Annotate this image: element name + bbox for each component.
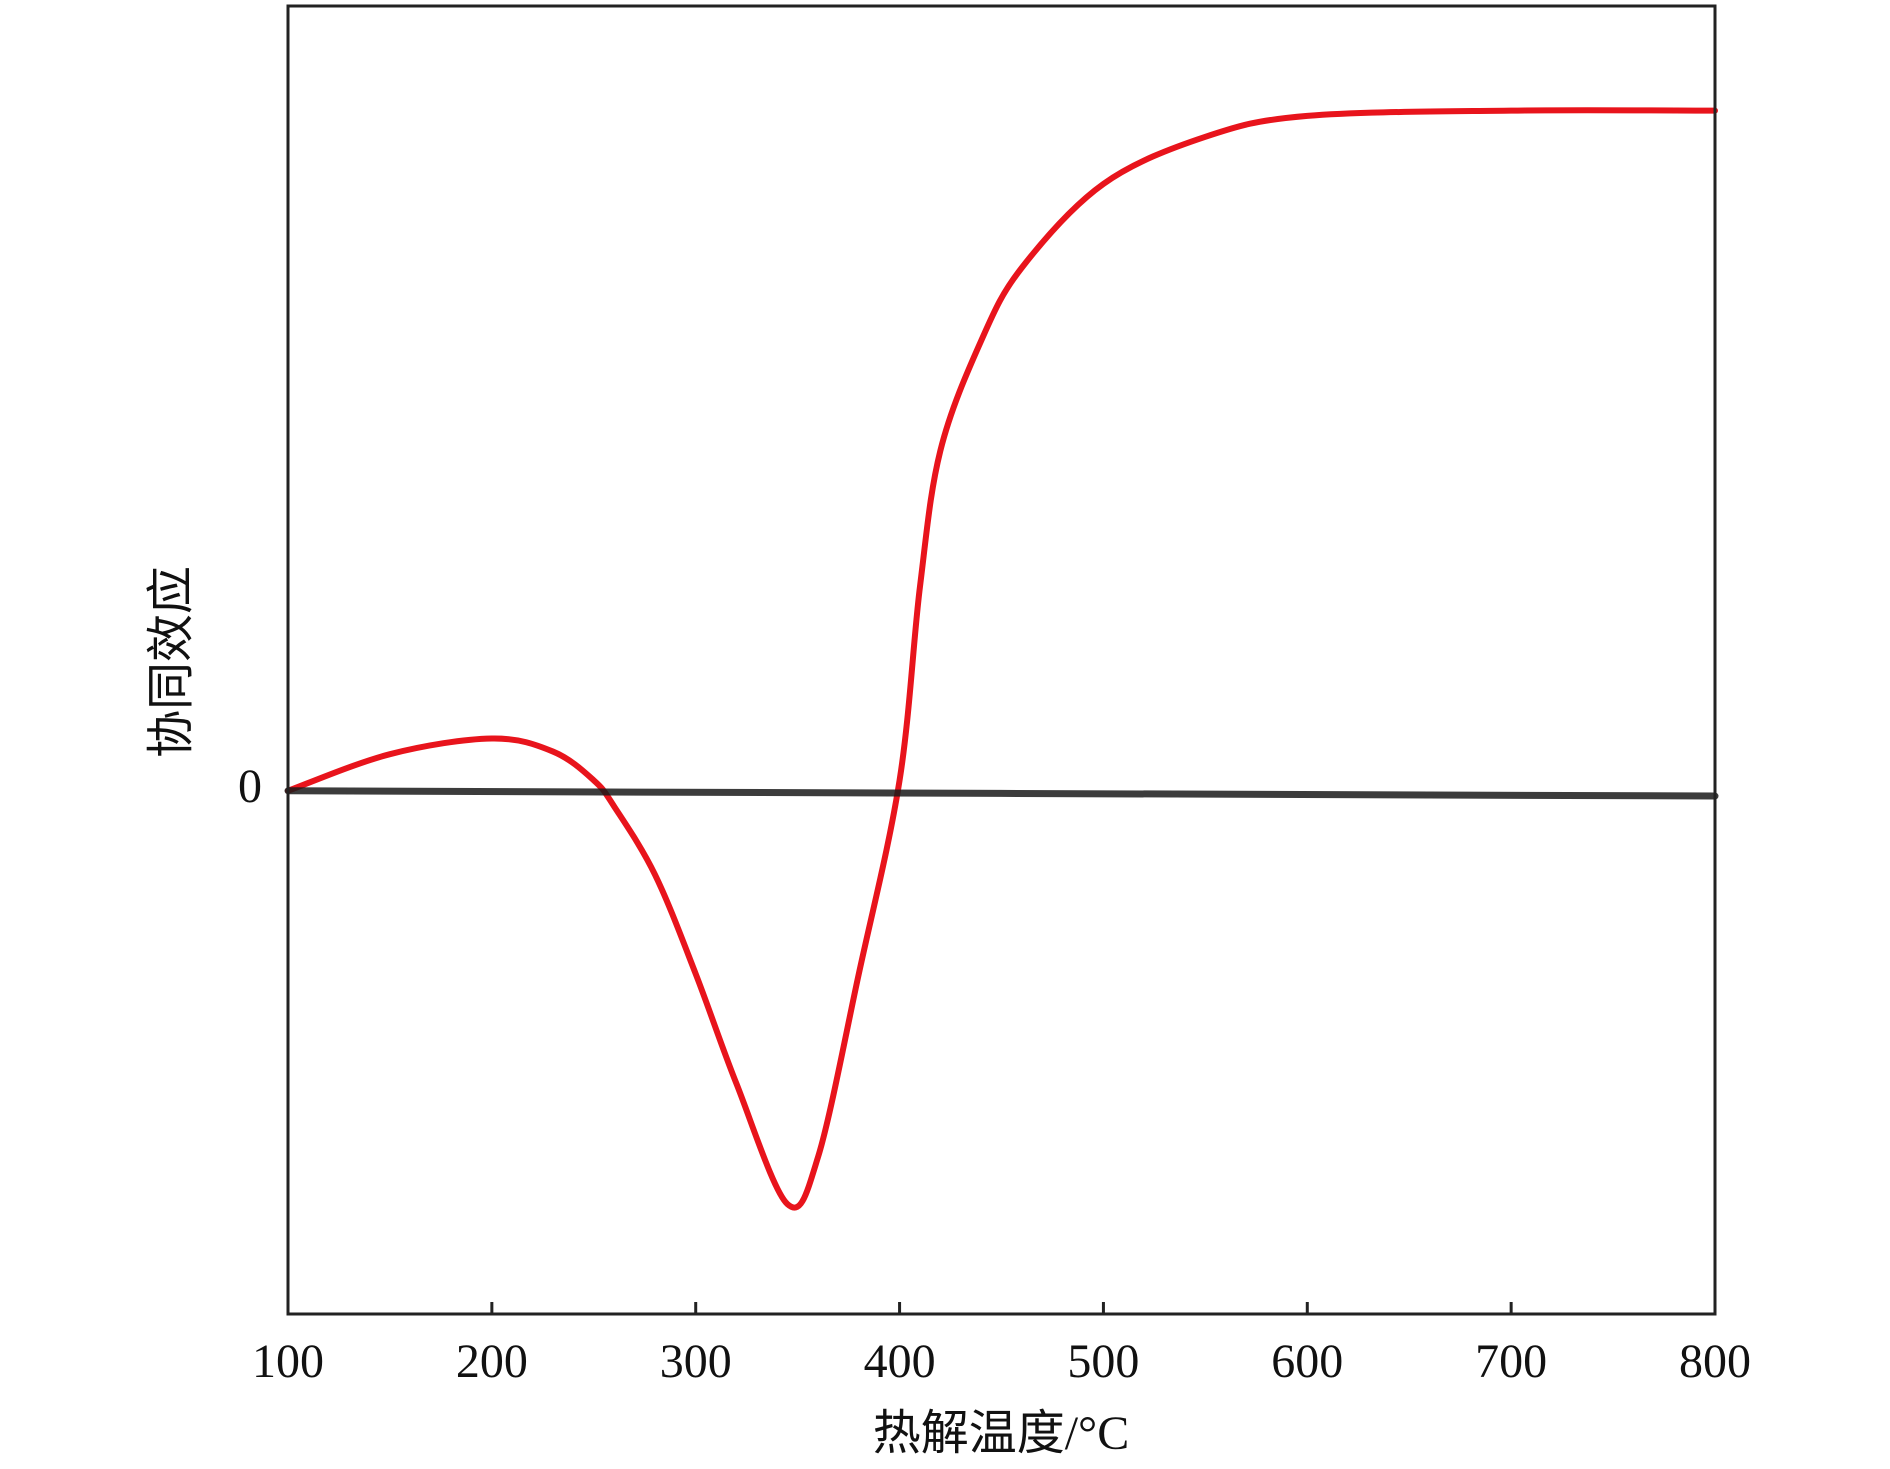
x-axis-label: 热解温度/°C — [873, 1407, 1130, 1460]
x-tick-label: 800 — [1679, 1335, 1751, 1388]
x-tick-label: 600 — [1271, 1335, 1343, 1388]
data-line — [285, 107, 1718, 1211]
x-tick-label: 400 — [864, 1335, 936, 1388]
plot-frame — [286, 4, 1717, 1316]
data-line — [284, 787, 1719, 800]
x-tick-label: 100 — [252, 1335, 324, 1388]
x-tick-label: 300 — [660, 1335, 732, 1388]
y-axis-label: 协同效应 — [145, 566, 198, 758]
x-tick-label: 200 — [456, 1335, 528, 1388]
x-tick-label: 700 — [1475, 1335, 1547, 1388]
y-tick-label: 0 — [238, 760, 262, 813]
x-tick-label: 500 — [1067, 1335, 1139, 1388]
